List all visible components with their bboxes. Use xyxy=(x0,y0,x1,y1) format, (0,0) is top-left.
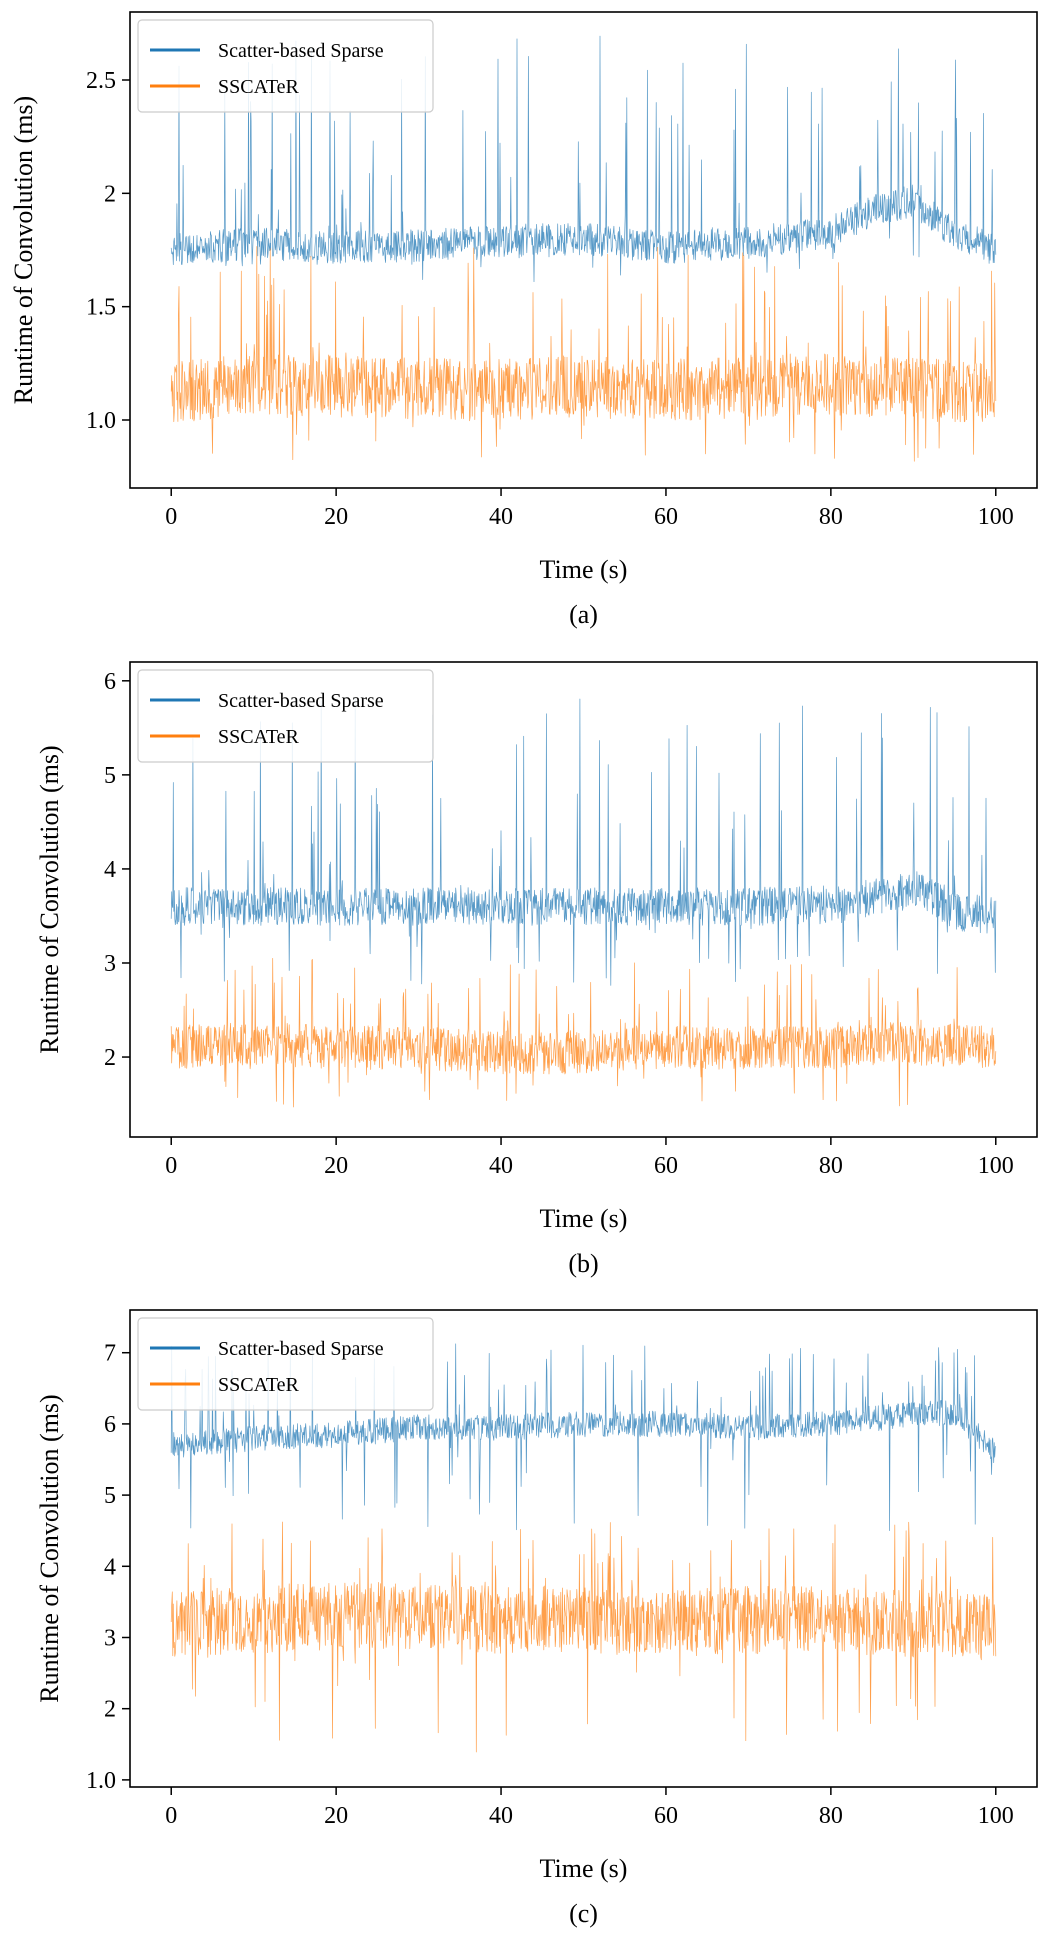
panel-b-legend: Scatter-based Sparse SSCATeR xyxy=(137,669,434,763)
panel-a-x-tick-label: 20 xyxy=(324,504,348,530)
panel-a-legend-label-sscater: SSCATeR xyxy=(218,76,300,98)
panel-c-x-axis-label: Time (s) xyxy=(540,1854,628,1883)
panel-c-x-tick-label: 100 xyxy=(978,1803,1014,1829)
panel-c-x-tick-label: 20 xyxy=(324,1803,348,1829)
panel-c-y-tick-label: 6 xyxy=(104,1412,116,1438)
panel-a-ticks: 0 20 40 60 80 100 1.0 1.5 2 2.5 xyxy=(86,68,1014,530)
panel-c-series-scatter-based-sparse-line xyxy=(170,1343,996,1531)
panel-a-x-tick-label: 40 xyxy=(489,504,513,530)
panel-b-y-axis-label: Runtime of Convolution (ms) xyxy=(35,745,64,1053)
panel-b-series-scatter-based-sparse-line xyxy=(170,697,997,986)
panel-a-y-tick-label: 1.5 xyxy=(86,295,116,321)
panel-c-y-tick-label: 3 xyxy=(104,1625,116,1651)
panel-b-legend-label-sscater: SSCATeR xyxy=(218,726,300,748)
panel-b-frame xyxy=(129,661,1038,1138)
panel-b-traces xyxy=(170,697,997,1108)
panel-b-y-tick-label: 5 xyxy=(104,763,116,789)
panel-c-y-axis-label: Runtime of Convolution (ms) xyxy=(35,1394,64,1702)
panel-a-x-tick-label: 60 xyxy=(654,504,678,530)
panel-c-legend: Scatter-based Sparse SSCATeR xyxy=(137,1317,434,1411)
panel-c-x-tick-label: 60 xyxy=(654,1803,678,1829)
panel-c-y-tick-label: 5 xyxy=(104,1483,116,1509)
panel-c-ticks: 0 20 40 60 80 100 1.0 2 3 4 5 6 7 xyxy=(86,1341,1014,1829)
panel-b-ticks: 0 20 40 60 80 100 2 3 4 5 6 xyxy=(104,669,1014,1179)
panel-b-legend-label-scatter: Scatter-based Sparse xyxy=(218,690,384,712)
panel-c-y-tick-label: 4 xyxy=(104,1554,116,1580)
panel-a-x-axis-label: Time (s) xyxy=(540,555,628,584)
panel-c-x-tick-label: 80 xyxy=(819,1803,843,1829)
panel-a-legend-label-scatter: Scatter-based Sparse xyxy=(218,40,384,62)
panel-a-x-tick-label: 100 xyxy=(978,504,1014,530)
panel-c-frame xyxy=(129,1309,1038,1788)
panel-c: 0 20 40 60 80 100 1.0 2 3 4 5 6 7 Scatter-based Spar… xyxy=(35,1309,1038,1928)
panel-a-y-axis-label: Runtime of Convolution (ms) xyxy=(9,96,38,404)
panel-a-legend: Scatter-based Sparse SSCATeR xyxy=(137,19,434,113)
panel-a: 0 20 40 60 80 100 1.0 1.5 2 2.5 Scatter-based Spa… xyxy=(9,11,1038,629)
panel-a-y-tick-label: 2.5 xyxy=(86,68,116,94)
panel-b-x-tick-label: 0 xyxy=(165,1153,177,1179)
panel-b-y-tick-label: 4 xyxy=(104,857,116,883)
panel-c-y-tick-label: 1.0 xyxy=(86,1768,116,1794)
panel-c-y-tick-label: 2 xyxy=(104,1697,116,1723)
panel-a-y-tick-label: 1.0 xyxy=(86,408,116,434)
panel-c-legend-label-sscater: SSCATeR xyxy=(218,1374,300,1396)
panel-c-legend-label-scatter: Scatter-based Sparse xyxy=(218,1338,384,1360)
panel-b-y-tick-label: 3 xyxy=(104,951,116,977)
panel-b-x-axis-label: Time (s) xyxy=(540,1204,628,1233)
panel-c-series-sscater-line xyxy=(170,1521,997,1753)
panel-a-y-tick-label: 2 xyxy=(104,181,116,207)
panel-b-x-tick-label: 80 xyxy=(819,1153,843,1179)
panel-b-x-tick-label: 100 xyxy=(978,1153,1014,1179)
panel-b-x-tick-label: 60 xyxy=(654,1153,678,1179)
panel-b-x-tick-label: 40 xyxy=(489,1153,513,1179)
panel-b-caption: (b) xyxy=(568,1249,598,1278)
panel-b-legend-box xyxy=(137,669,434,763)
panel-c-traces xyxy=(170,1343,997,1753)
panel-a-legend-box xyxy=(137,19,434,113)
panel-b-x-tick-label: 20 xyxy=(324,1153,348,1179)
panel-a-series-sscater-line xyxy=(170,246,997,462)
panel-c-legend-box xyxy=(137,1317,434,1411)
panel-a-x-tick-label: 0 xyxy=(165,504,177,530)
panel-a-series-scatter-based-sparse-line xyxy=(170,35,997,283)
panel-b: 0 20 40 60 80 100 2 3 4 5 6 Scatter-based Sparse S… xyxy=(35,661,1038,1278)
panel-b-series-sscater-line xyxy=(170,957,997,1108)
panel-c-x-tick-label: 0 xyxy=(165,1803,177,1829)
panel-a-frame xyxy=(129,11,1038,489)
panel-a-traces xyxy=(170,35,997,462)
panel-c-y-tick-label: 7 xyxy=(104,1341,116,1367)
panel-a-caption: (a) xyxy=(569,600,598,629)
panel-b-y-tick-label: 2 xyxy=(104,1045,116,1071)
panel-a-x-tick-label: 80 xyxy=(819,504,843,530)
panel-b-y-tick-label: 6 xyxy=(104,669,116,695)
panel-c-caption: (c) xyxy=(569,1899,598,1928)
panel-c-x-tick-label: 40 xyxy=(489,1803,513,1829)
